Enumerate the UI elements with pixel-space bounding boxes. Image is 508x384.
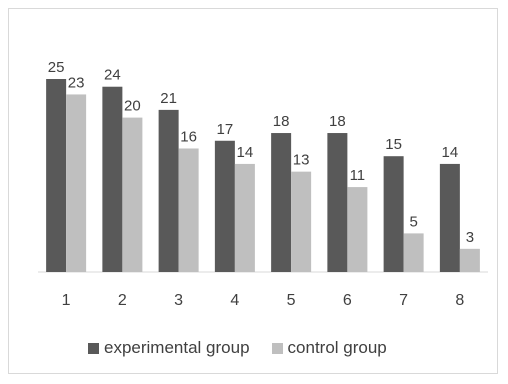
x-tick-label-6: 6 — [343, 292, 352, 309]
data-label-experimental-6: 18 — [329, 113, 346, 130]
bar-experimental-7 — [383, 156, 404, 272]
bar-experimental-5 — [271, 133, 292, 272]
bar-control-5 — [291, 171, 312, 272]
legend-item-experimental: experimental group — [88, 338, 250, 358]
x-tick-label-3: 3 — [174, 292, 183, 309]
x-tick-label-7: 7 — [399, 292, 408, 309]
data-label-control-5: 13 — [293, 152, 310, 169]
data-label-experimental-5: 18 — [273, 113, 290, 130]
data-label-control-4: 14 — [237, 144, 254, 161]
bar-control-8 — [459, 248, 480, 272]
data-label-control-2: 20 — [124, 98, 141, 115]
bar-experimental-3 — [158, 109, 179, 272]
bar-control-2 — [122, 117, 143, 272]
data-label-control-6: 11 — [350, 167, 366, 184]
legend-swatch-control — [271, 342, 283, 354]
bar-control-7 — [403, 233, 424, 272]
data-label-control-1: 23 — [68, 74, 85, 91]
data-label-control-7: 5 — [409, 213, 417, 230]
x-tick-label-8: 8 — [455, 292, 464, 309]
x-tick-label-5: 5 — [287, 292, 296, 309]
data-label-experimental-1: 25 — [48, 59, 65, 76]
bar-experimental-6 — [327, 133, 348, 272]
data-label-control-8: 3 — [466, 229, 474, 246]
data-label-experimental-8: 14 — [442, 144, 459, 161]
bar-experimental-1 — [46, 79, 67, 272]
bar-control-3 — [178, 148, 199, 272]
bar-experimental-2 — [102, 86, 123, 272]
data-label-experimental-4: 17 — [217, 121, 234, 138]
legend: experimental group control group — [88, 338, 409, 358]
x-tick-label-1: 1 — [62, 292, 71, 309]
x-tick-label-2: 2 — [118, 292, 127, 309]
legend-label-experimental: experimental group — [104, 338, 250, 357]
data-label-experimental-2: 24 — [104, 67, 121, 84]
legend-item-control: control group — [271, 338, 387, 358]
data-label-experimental-3: 21 — [160, 90, 177, 107]
legend-label-control: control group — [287, 338, 387, 357]
bar-control-4 — [234, 163, 255, 272]
data-label-experimental-7: 15 — [385, 136, 402, 153]
bar-experimental-4 — [214, 140, 235, 272]
bar-control-1 — [66, 94, 87, 272]
bar-experimental-8 — [439, 163, 460, 272]
legend-swatch-experimental — [88, 342, 99, 354]
x-tick-label-4: 4 — [230, 292, 239, 309]
bar-control-6 — [347, 187, 368, 272]
data-label-control-3: 16 — [180, 128, 197, 145]
